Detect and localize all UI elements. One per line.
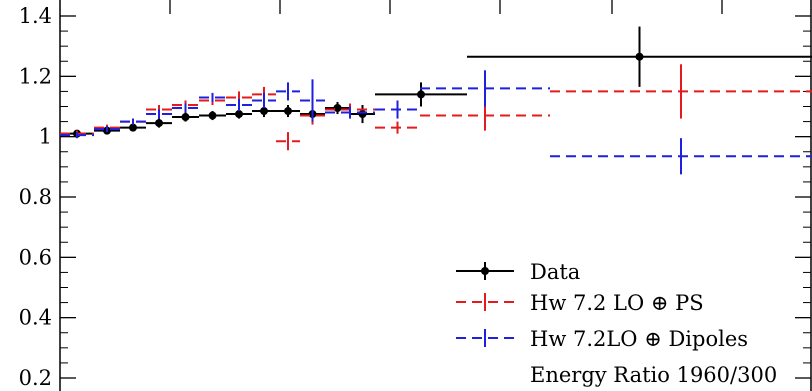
y-tick-label: 0.4	[19, 306, 52, 330]
legend-entry-hw-dipoles: Hw 7.2LO ⊕ Dipoles	[456, 327, 748, 351]
series-0-point	[129, 123, 137, 132]
x-axis-ticks	[169, 0, 723, 14]
legend: Data Hw 7.2 LO ⊕ PS Hw 7.2LO ⊕ Dipoles E…	[456, 260, 777, 387]
series-0-point	[333, 104, 342, 113]
y-tick-label: 1.4	[19, 4, 52, 28]
series-0-point	[358, 110, 367, 119]
legend-label-hw-dipoles: Hw 7.2LO ⊕ Dipoles	[530, 327, 748, 351]
legend-entry-hw-ps: Hw 7.2 LO ⊕ PS	[456, 291, 704, 315]
y-tick-label: 0.8	[19, 185, 52, 209]
legend-entry-data: Data	[456, 260, 580, 284]
series-2	[60, 70, 812, 175]
series-1	[60, 64, 812, 151]
series-0-point	[235, 110, 243, 119]
series-0-point	[417, 90, 425, 99]
y-tick-label: 0.6	[19, 245, 52, 269]
series-0	[60, 26, 812, 138]
y-tick-label: 1	[39, 125, 52, 149]
series-0-point	[260, 107, 268, 116]
series-0-point	[284, 107, 292, 116]
y-tick-label: 1.2	[19, 64, 52, 88]
legend-label-data: Data	[530, 260, 580, 284]
legend-label-hw-ps: Hw 7.2 LO ⊕ PS	[530, 291, 704, 315]
series-0-point	[208, 111, 217, 120]
legend-marker-data	[481, 267, 489, 275]
plot-frame	[59, 0, 812, 391]
y-axis: 0.2 0.4 0.6 0.8 1 1.2 1.4	[19, 4, 811, 390]
series-layer	[60, 26, 812, 175]
series-0-point	[635, 52, 644, 61]
y-tick-label: 0.2	[19, 366, 52, 390]
plot-annotation: Energy Ratio 1960/300	[530, 363, 777, 387]
series-0-point	[181, 113, 190, 122]
series-0-point	[155, 119, 163, 128]
